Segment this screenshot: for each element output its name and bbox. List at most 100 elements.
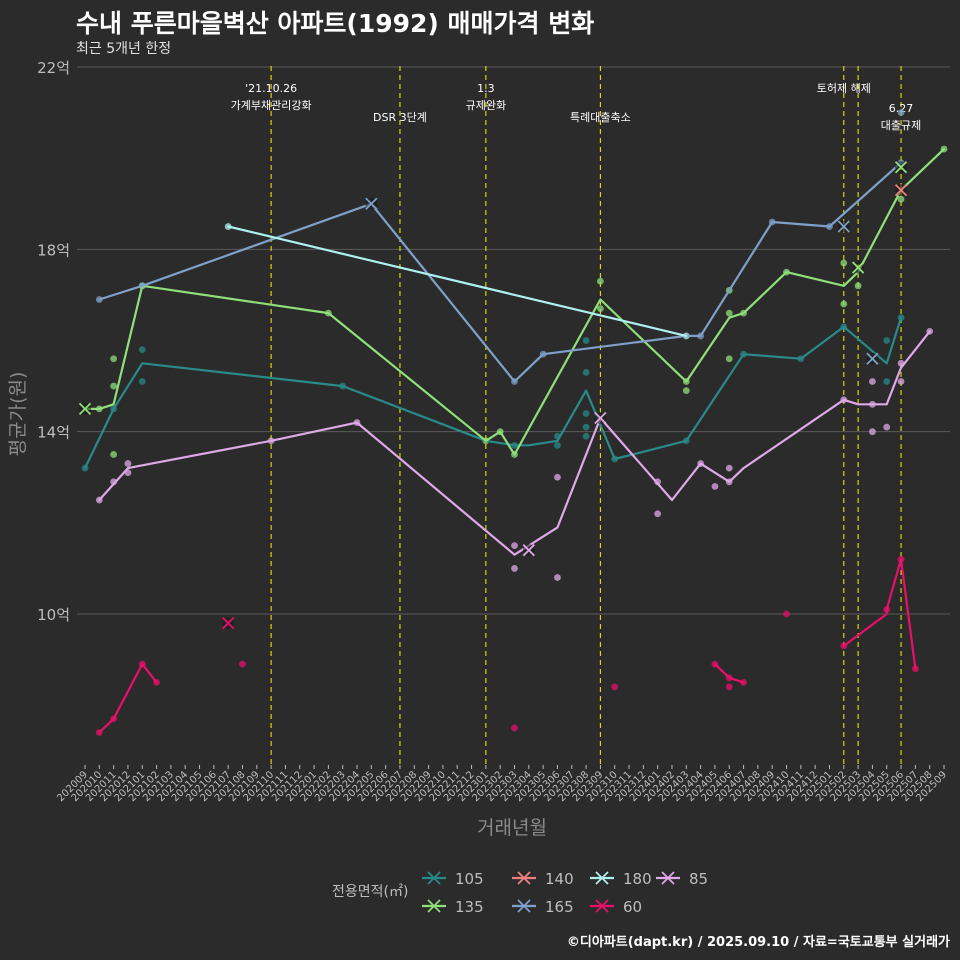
point-135 [840, 300, 848, 308]
legend-label: 180 [623, 870, 652, 888]
legend-label: 165 [545, 898, 574, 916]
cross-marker-165 [365, 197, 378, 210]
series-line-135 [83, 148, 946, 456]
point-85 [869, 428, 876, 436]
cross-stroke [595, 871, 609, 885]
legend-item-180: 180 [590, 870, 652, 888]
event-label: 대출규제 [881, 119, 921, 132]
legend-label: 135 [455, 898, 484, 916]
legend-label: 85 [689, 870, 708, 888]
legend-title: 전용면적(㎡) [332, 884, 408, 900]
legend-key-cross [517, 899, 531, 913]
point-85 [711, 482, 719, 490]
y-tick-label: 10억 [37, 606, 70, 624]
point-105 [883, 337, 891, 344]
point-85 [124, 460, 132, 467]
cross-marker-85 [594, 411, 607, 425]
point-135 [840, 259, 848, 267]
cross-stroke [894, 183, 908, 197]
cross-stroke [595, 899, 609, 913]
point-105 [582, 369, 590, 376]
series-line-60-c [842, 558, 917, 670]
point-85 [883, 423, 891, 431]
point-135 [597, 305, 604, 312]
source-caption: ©디아파트(dapt.kr) / 2025.09.10 / 자료=국토교통부 실… [566, 935, 950, 950]
point-135 [897, 195, 905, 203]
legend-key-cross [427, 899, 441, 913]
point-135 [110, 451, 118, 458]
chart-subtitle: 최근 5개년 한정 [76, 41, 172, 57]
event-label: 토허제 해제 [817, 81, 871, 95]
y-tick-label: 14억 [37, 424, 70, 442]
cross-marker-165 [837, 220, 850, 233]
cross-marker-135 [851, 261, 865, 274]
cross-stroke [866, 352, 879, 365]
cross-stroke [661, 871, 675, 885]
legend-key-cross [595, 871, 609, 885]
cross-stroke [427, 899, 441, 913]
point-105 [138, 378, 146, 385]
point-85 [511, 542, 518, 550]
event-label: 규제완화 [466, 99, 506, 112]
point-105 [582, 423, 590, 431]
legend-item-60: 60 [590, 898, 642, 916]
legend-key-cross [595, 899, 609, 913]
series-line-85 [98, 330, 931, 556]
event-label: DSR 3단계 [373, 111, 427, 124]
point-135 [597, 277, 604, 285]
series-line-105 [83, 316, 903, 470]
legend-label: 140 [545, 870, 574, 888]
point-135 [725, 355, 733, 363]
legend-label: 60 [623, 898, 642, 916]
point-165 [897, 109, 905, 116]
legend-label: 105 [455, 870, 484, 888]
point-135 [110, 382, 118, 390]
cross-stroke [517, 871, 531, 885]
point-105 [582, 432, 590, 440]
point-105 [554, 441, 561, 449]
point-60 [239, 660, 246, 668]
point-105 [582, 337, 590, 344]
point-60 [783, 610, 790, 618]
event-label: 가계부채관리강화 [231, 99, 312, 112]
legend-item-85: 85 [656, 870, 708, 888]
point-85 [897, 378, 905, 385]
cross-marker-165 [866, 352, 879, 365]
event-label: 6.27 [889, 102, 914, 115]
cross-stroke [78, 402, 92, 416]
point-105 [138, 346, 146, 354]
cross-stroke [851, 261, 865, 274]
cross-stroke [222, 616, 235, 630]
legend-item-105: 105 [422, 870, 484, 888]
cross-marker-140 [894, 183, 908, 197]
x-axis-title: 거래년월 [477, 817, 547, 839]
point-85 [554, 473, 561, 481]
legend-key-cross [427, 871, 441, 885]
point-85 [511, 565, 518, 572]
cross-stroke [427, 871, 441, 885]
cross-stroke [522, 544, 535, 557]
legend-item-135: 135 [422, 898, 484, 916]
chart-title: 수내 푸른마을벽산 아파트(1992) 매매가격 변화 [76, 9, 595, 38]
series-line-60-b [713, 662, 745, 684]
point-85 [725, 464, 733, 472]
point-105 [883, 378, 891, 385]
point-135 [110, 355, 118, 363]
point-135 [854, 282, 862, 290]
point-85 [869, 378, 876, 385]
cross-marker-60 [222, 616, 235, 630]
series-line-165 [98, 161, 903, 383]
point-85 [554, 574, 561, 581]
cross-marker-85 [522, 544, 535, 557]
point-105 [582, 410, 590, 417]
event-label: '21.10.26 [245, 82, 297, 95]
series-line-60 [98, 662, 158, 734]
point-135 [682, 387, 690, 395]
point-60 [725, 683, 733, 691]
y-tick-label: 22억 [37, 59, 70, 77]
cross-stroke [894, 161, 908, 174]
point-60 [611, 683, 619, 691]
cross-stroke [365, 197, 378, 210]
point-85 [654, 510, 662, 518]
